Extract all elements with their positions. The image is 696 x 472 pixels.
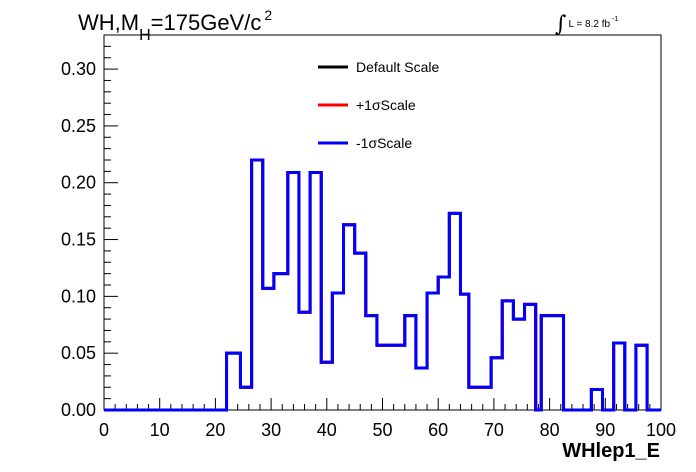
x-tick-label: 70 (484, 420, 504, 440)
legend-label: +1σScale (356, 97, 416, 113)
y-tick-label: 0.10 (61, 286, 96, 306)
series-line-1 (104, 158, 661, 412)
x-tick-label: 100 (646, 420, 676, 440)
y-tick-label: 0.00 (61, 400, 96, 420)
y-axis: 0.00 0.05 0.10 0.15 0.20 0.25 0.30 (61, 34, 118, 420)
x-tick-label: 90 (595, 420, 615, 440)
legend-label: Default Scale (356, 59, 439, 75)
x-tick-label: 20 (205, 420, 225, 440)
plot-frame (103, 34, 662, 411)
x-tick-label: 50 (372, 420, 392, 440)
x-tick-label: 80 (540, 420, 560, 440)
luminosity-superscript: -1 (612, 16, 619, 23)
x-axis: 0 10 20 30 40 50 60 70 80 90 100 (99, 398, 676, 440)
title-superscript: 2 (264, 7, 273, 23)
x-tick-label: 10 (150, 420, 170, 440)
y-tick-label: 0.30 (61, 59, 96, 79)
y-tick-label: 0.15 (61, 230, 96, 250)
title-prefix: WH,M (78, 10, 140, 35)
luminosity-label: ∫ L = 8.2 fb -1 (555, 8, 619, 37)
x-axis-label: WHlep1_E (562, 440, 660, 462)
x-tick-label: 60 (428, 420, 448, 440)
legend-label: -1σScale (356, 135, 412, 151)
integral-symbol: ∫ (555, 12, 567, 37)
legend: Default Scale +1σScale -1σScale (318, 59, 439, 151)
x-tick-label: 40 (317, 420, 337, 440)
series-group (104, 158, 661, 412)
x-tick-label: 0 (99, 420, 109, 440)
title-mid: =175GeV/c (150, 10, 262, 35)
y-tick-label: 0.20 (61, 173, 96, 193)
y-tick-label: 0.25 (61, 116, 96, 136)
luminosity-text: L = 8.2 fb (568, 19, 611, 30)
y-tick-label: 0.05 (61, 343, 96, 363)
series-line-2 (104, 158, 661, 412)
series-line-0 (104, 158, 661, 412)
x-tick-label: 30 (261, 420, 281, 440)
